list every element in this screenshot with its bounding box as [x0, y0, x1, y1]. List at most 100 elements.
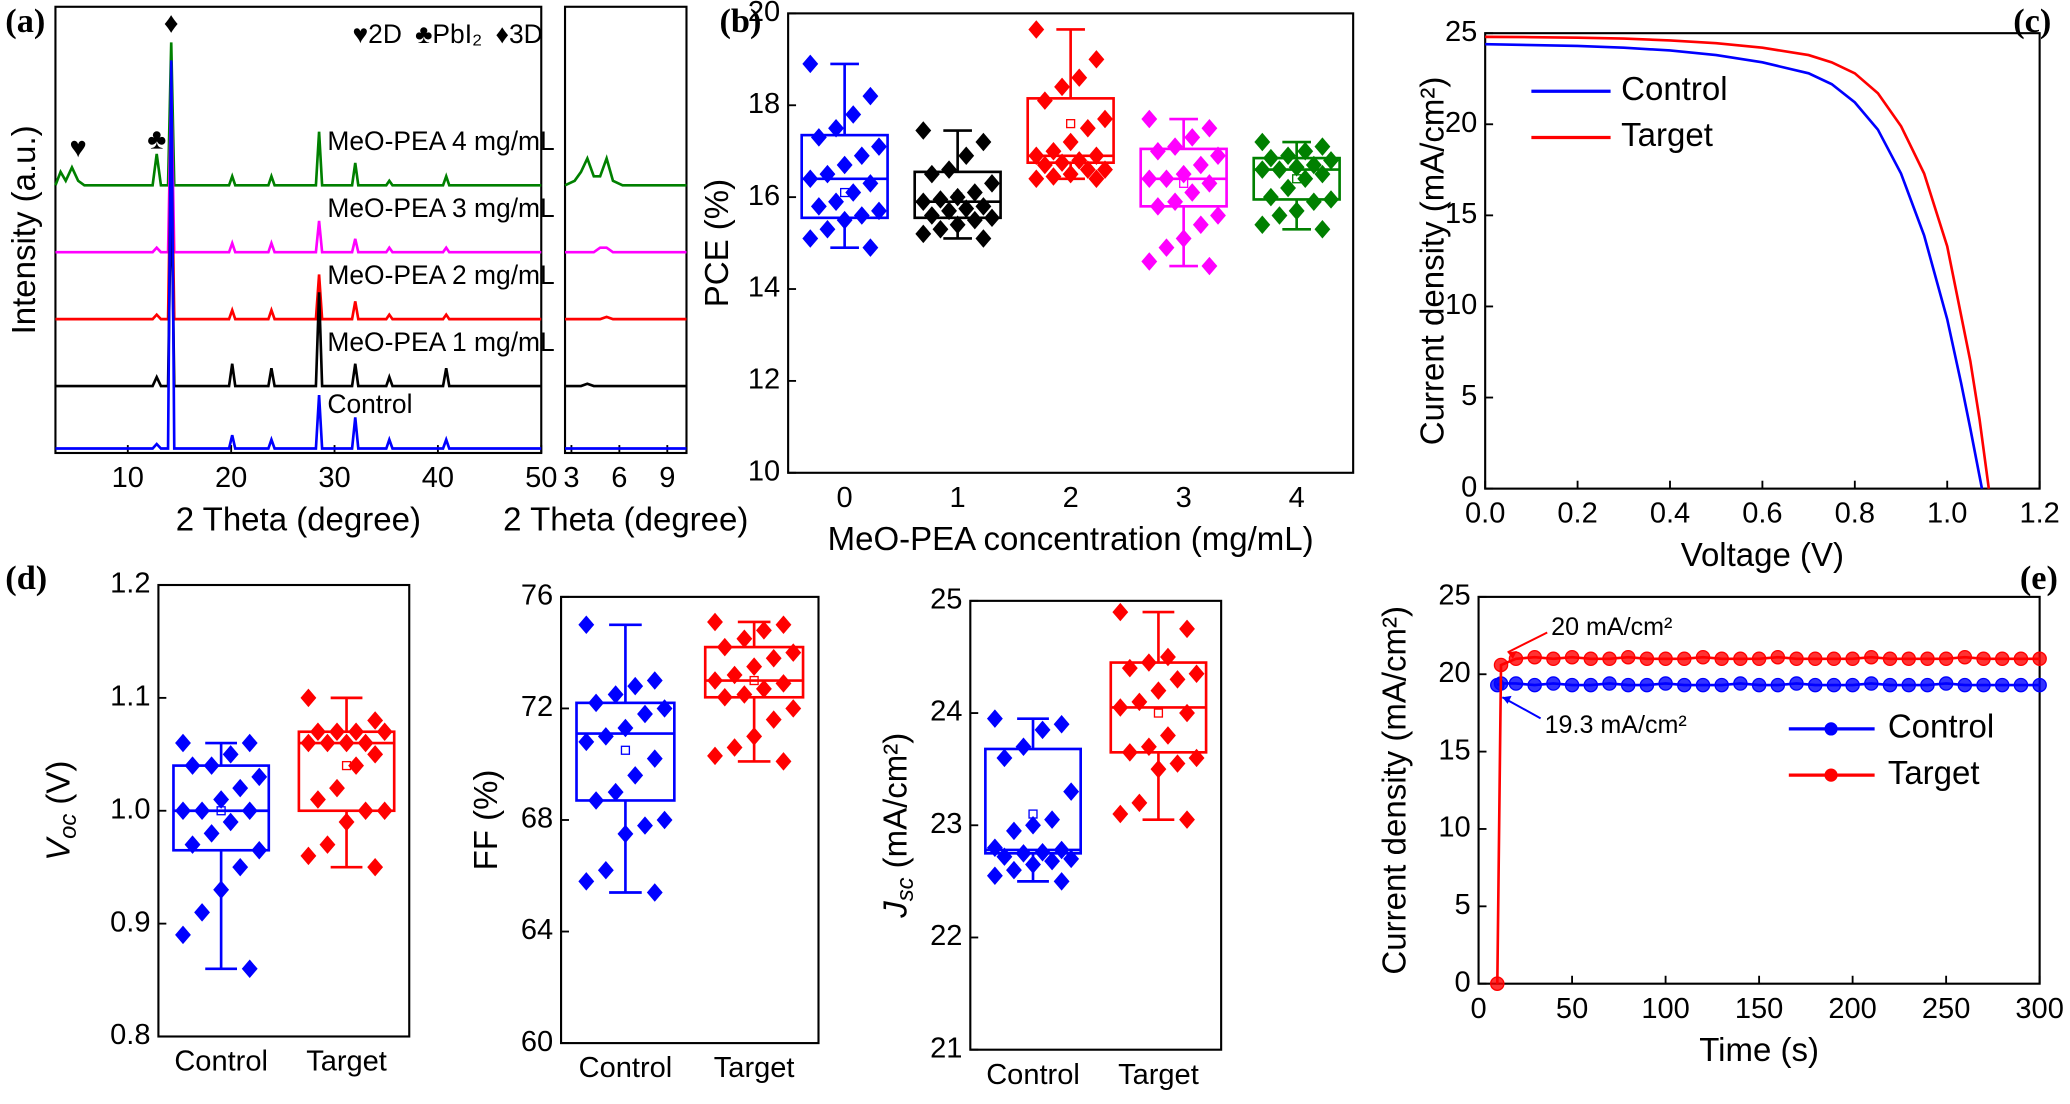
symbol-legend: ♥2D ♣PbI₂ ♦3D: [352, 19, 542, 49]
data-point: [986, 709, 1003, 728]
x-category-label: 0: [837, 482, 853, 514]
series-marker: [1620, 677, 1636, 693]
series-marker: [1677, 677, 1692, 693]
annotation: 20 mA/cm²: [1551, 613, 1672, 641]
data-point: [923, 206, 940, 225]
data-point: [338, 812, 355, 832]
series-marker: [1751, 677, 1767, 693]
series-marker: [1602, 676, 1617, 691]
data-point: [1149, 141, 1166, 161]
data-point: [845, 105, 862, 124]
data-point: [1188, 748, 1205, 768]
x-axis-label: MeO-PEA concentration (mg/mL): [828, 520, 1314, 557]
data-point: [203, 824, 220, 843]
y-tick-label: 10: [1438, 812, 1470, 844]
x-category-label: Target: [306, 1046, 387, 1078]
data-point: [986, 866, 1003, 886]
y-tick-label: 0: [1461, 471, 1477, 503]
y-tick-label: 12: [748, 364, 780, 396]
data-point: [376, 801, 393, 820]
series-label: MeO-PEA 2 mg/mL: [327, 260, 554, 290]
data-point: [203, 756, 220, 775]
data-point: [1254, 215, 1271, 234]
series-marker: [1527, 649, 1542, 665]
plot-frame: [560, 595, 820, 1045]
data-point: [862, 174, 879, 193]
y-tick-label: 25: [930, 584, 962, 616]
series-marker: [1620, 649, 1636, 665]
data-point: [319, 835, 336, 854]
data-point: [984, 208, 1000, 228]
symbol-legend-label: PbI₂: [432, 19, 482, 49]
series-marker: [1994, 677, 2010, 693]
x-tick-label: 1.0: [1927, 498, 1967, 530]
symbol-legend-symbol: ♥: [352, 19, 368, 49]
data-point: [871, 201, 887, 221]
data-point: [775, 752, 792, 771]
data-point: [1015, 844, 1032, 863]
data-point: [862, 238, 879, 257]
data-point: [1071, 151, 1088, 170]
data-point: [941, 201, 957, 221]
data-point: [836, 210, 853, 230]
data-point: [765, 710, 782, 729]
symbol-legend-label: 2D: [368, 19, 402, 49]
data-point: [357, 733, 374, 753]
data-point: [300, 733, 317, 753]
data-point: [915, 224, 932, 244]
data-point: [1201, 118, 1218, 138]
data-point: [810, 128, 827, 147]
data-point: [984, 174, 1000, 193]
x-tick-label: 9: [659, 462, 675, 494]
series-marker: [1639, 651, 1655, 667]
data-point: [707, 671, 723, 690]
data-point: [707, 612, 723, 632]
x-category-label: 1: [950, 482, 966, 514]
y-tick-label: 5: [1461, 380, 1477, 412]
x-tick-label: 250: [1922, 993, 1970, 1025]
panel-label: (d): [5, 559, 47, 597]
annotation-arrowhead: [1507, 651, 1517, 659]
series-label: MeO-PEA 1 mg/mL: [327, 327, 554, 357]
data-point: [828, 192, 844, 211]
y-tick-label: 0: [1454, 966, 1470, 998]
series-label: Control: [327, 389, 412, 419]
peak-marker: ♥: [70, 132, 87, 164]
y-tick-label: 76: [521, 580, 553, 612]
series-marker: [1602, 651, 1617, 667]
data-point: [1088, 146, 1105, 166]
data-point: [775, 674, 792, 693]
x-axis-label: Voltage (V): [1681, 536, 1844, 573]
data-point: [1044, 851, 1061, 871]
data-point: [357, 801, 374, 820]
y-tick-label: 21: [930, 1032, 962, 1064]
series-marker: [1938, 651, 1954, 667]
box: [984, 747, 1082, 855]
data-point: [213, 790, 230, 809]
data-point: [329, 778, 345, 798]
data-point: [1131, 692, 1148, 712]
series-marker: [1826, 651, 1842, 667]
legend-marker: [1824, 768, 1838, 782]
data-point: [932, 190, 949, 209]
plot-frame: [54, 5, 543, 455]
data-point: [637, 816, 653, 835]
x-tick-label: 50: [525, 462, 557, 494]
data-point: [213, 880, 230, 900]
data-point: [300, 846, 317, 866]
annotation-arrowhead: [1502, 695, 1512, 704]
data-point: [996, 748, 1013, 768]
data-point: [975, 132, 992, 152]
y-tick-label: 20: [1438, 657, 1470, 689]
series-line: [565, 315, 687, 321]
series-marker: [1826, 677, 1842, 693]
data-point: [1175, 229, 1192, 248]
data-point: [845, 183, 862, 202]
data-point: [755, 679, 772, 699]
y-tick-label: 1.1: [110, 681, 150, 713]
data-point: [597, 727, 614, 746]
y-axis-label-unit: (mA/cm²): [876, 733, 913, 878]
peak-marker: ♦: [164, 7, 179, 39]
data-point: [184, 835, 201, 854]
series-marker: [1583, 651, 1599, 667]
